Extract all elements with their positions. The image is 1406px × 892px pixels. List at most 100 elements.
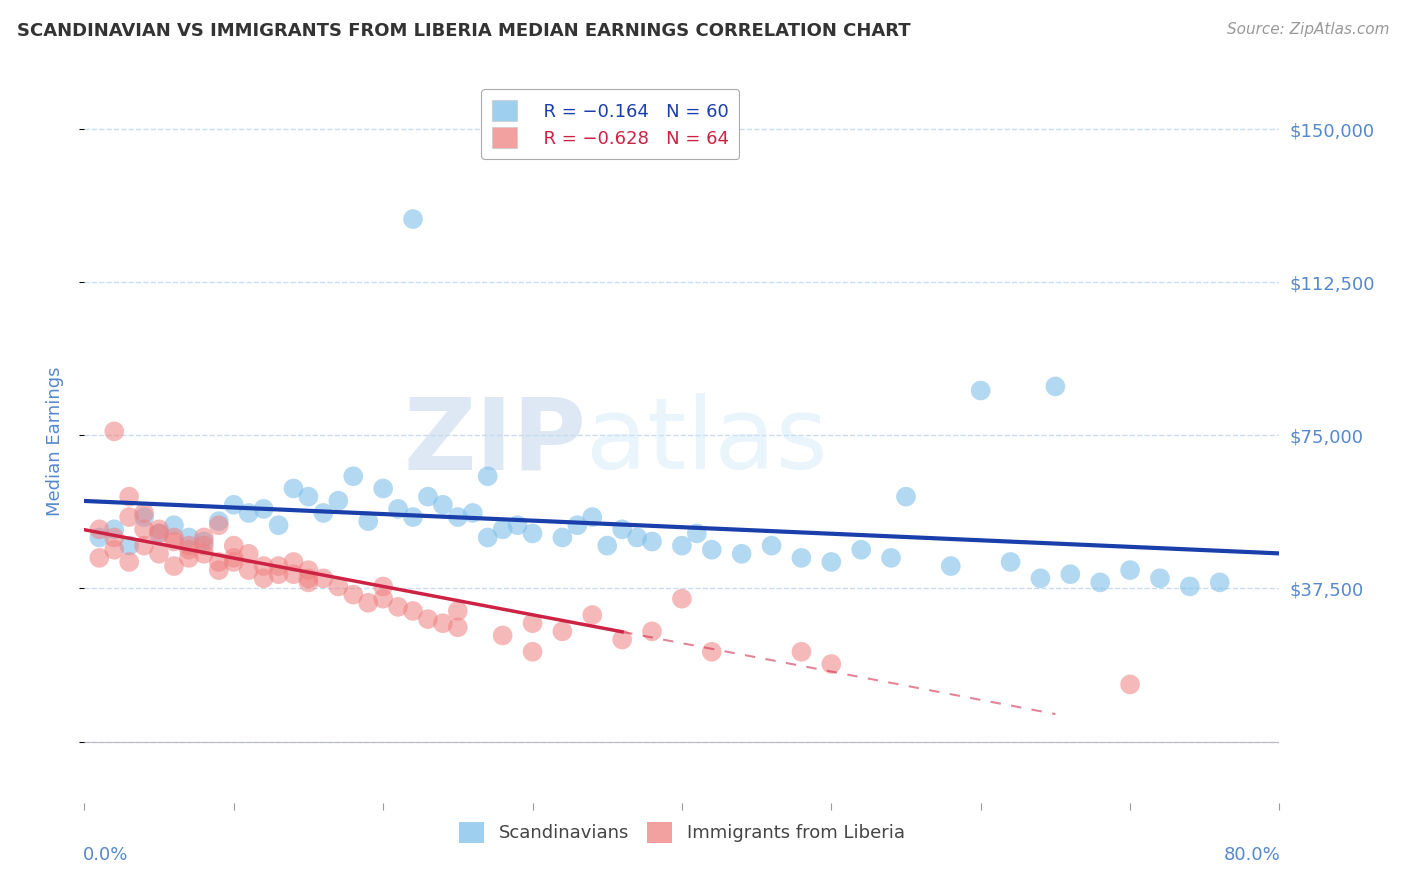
Point	[253, 559, 276, 574]
Point	[1209, 575, 1232, 590]
Point	[193, 547, 215, 561]
Point	[238, 547, 260, 561]
Y-axis label: Median Earnings: Median Earnings	[45, 367, 63, 516]
Point	[761, 539, 783, 553]
Point	[297, 571, 319, 585]
Point	[492, 628, 515, 642]
Point	[163, 534, 186, 549]
Point	[177, 550, 200, 565]
Point	[132, 510, 156, 524]
Point	[522, 616, 544, 631]
Point	[373, 579, 395, 593]
Point	[208, 518, 231, 533]
Point	[103, 425, 125, 439]
Point	[148, 547, 170, 561]
Point	[432, 616, 454, 631]
Point	[551, 531, 574, 545]
Point	[193, 539, 215, 553]
Point	[1178, 579, 1201, 593]
Point	[253, 571, 276, 585]
Point	[177, 539, 200, 553]
Point	[283, 555, 305, 569]
Point	[447, 604, 470, 618]
Point	[208, 555, 231, 569]
Point	[222, 555, 245, 569]
Point	[118, 510, 141, 524]
Point	[132, 522, 156, 536]
Point	[820, 555, 842, 569]
Point	[357, 514, 380, 528]
Point	[402, 212, 425, 227]
Point	[416, 612, 439, 626]
Point	[970, 384, 993, 398]
Point	[177, 531, 200, 545]
Point	[612, 522, 634, 536]
Point	[477, 469, 499, 483]
Point	[177, 542, 200, 557]
Point	[373, 482, 395, 496]
Point	[581, 510, 603, 524]
Point	[118, 555, 141, 569]
Point	[89, 522, 111, 536]
Point	[492, 522, 515, 536]
Point	[208, 563, 231, 577]
Point	[402, 510, 425, 524]
Point	[551, 624, 574, 639]
Point	[461, 506, 484, 520]
Point	[312, 506, 335, 520]
Point	[222, 550, 245, 565]
Point	[297, 575, 319, 590]
Point	[641, 534, 664, 549]
Point	[432, 498, 454, 512]
Point	[208, 514, 231, 528]
Point	[477, 531, 499, 545]
Point	[596, 539, 619, 553]
Point	[506, 518, 529, 533]
Point	[89, 531, 111, 545]
Point	[700, 645, 723, 659]
Point	[1059, 567, 1081, 582]
Point	[581, 607, 603, 622]
Point	[342, 469, 364, 483]
Point	[283, 482, 305, 496]
Point	[700, 542, 723, 557]
Point	[1045, 379, 1067, 393]
Text: 80.0%: 80.0%	[1223, 847, 1281, 864]
Point	[193, 531, 215, 545]
Point	[163, 559, 186, 574]
Point	[522, 526, 544, 541]
Point	[626, 531, 648, 545]
Text: 0.0%: 0.0%	[83, 847, 128, 864]
Point	[132, 506, 156, 520]
Point	[89, 550, 111, 565]
Point	[939, 559, 962, 574]
Point	[163, 531, 186, 545]
Point	[103, 522, 125, 536]
Point	[731, 547, 754, 561]
Point	[1029, 571, 1052, 585]
Point	[118, 490, 141, 504]
Point	[357, 596, 380, 610]
Text: atlas: atlas	[586, 393, 828, 490]
Point	[267, 567, 290, 582]
Point	[416, 490, 439, 504]
Point	[148, 522, 170, 536]
Point	[342, 588, 364, 602]
Point	[880, 550, 903, 565]
Point	[373, 591, 395, 606]
Point	[671, 591, 693, 606]
Point	[447, 620, 470, 634]
Point	[328, 579, 350, 593]
Point	[851, 542, 873, 557]
Point	[522, 645, 544, 659]
Point	[103, 542, 125, 557]
Point	[1149, 571, 1171, 585]
Point	[447, 510, 470, 524]
Point	[790, 645, 813, 659]
Point	[1119, 677, 1142, 691]
Point	[118, 539, 141, 553]
Point	[148, 526, 170, 541]
Point	[894, 490, 917, 504]
Point	[328, 493, 350, 508]
Point	[820, 657, 842, 671]
